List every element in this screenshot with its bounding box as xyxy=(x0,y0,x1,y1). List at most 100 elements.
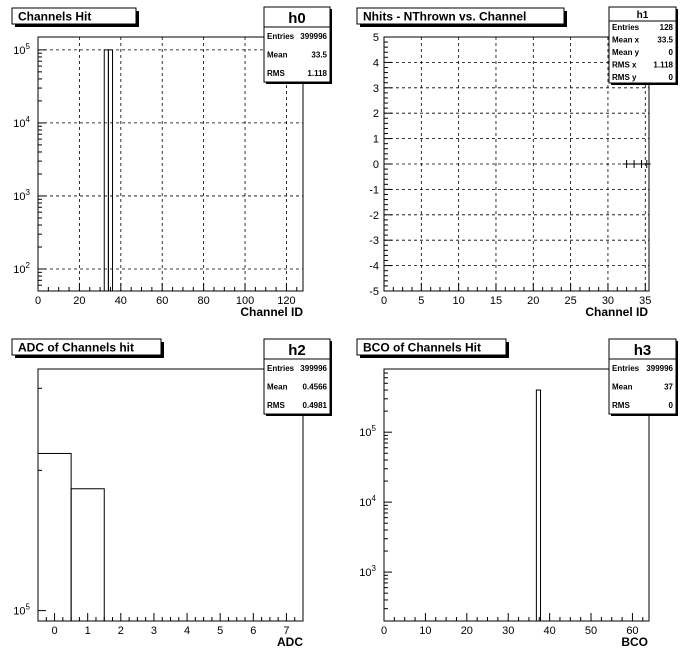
stats-value: 1.118 xyxy=(307,69,327,78)
chart-title: BCO of Channels Hit xyxy=(363,341,481,355)
stats-label: RMS xyxy=(267,69,285,78)
x-tick-label: 20 xyxy=(73,295,85,307)
x-tick-label: 7 xyxy=(283,625,289,637)
x-axis-label: BCO xyxy=(621,635,648,649)
grid xyxy=(384,37,649,291)
y-tick-label: 5 xyxy=(373,32,379,44)
y-axis-ticks xyxy=(384,36,392,292)
y-tick-label: 2 xyxy=(373,108,379,120)
histogram-bin-0 xyxy=(37,452,72,622)
stats-box xyxy=(263,338,331,415)
x-tick-label: 20 xyxy=(527,295,539,307)
y-tick-label: -4 xyxy=(369,261,379,273)
x-tick-label: 4 xyxy=(184,625,190,637)
x-tick-label: 5 xyxy=(217,625,223,637)
x-tick-label: 60 xyxy=(156,295,168,307)
plot-frame xyxy=(383,368,650,622)
stats-label: Entries xyxy=(267,32,295,41)
stats-label: RMS x xyxy=(612,60,637,69)
histogram-bin-1 xyxy=(70,488,105,622)
y-axis-ticks xyxy=(38,49,46,292)
x-tick-label: 0 xyxy=(381,295,387,307)
x-tick-label: 80 xyxy=(198,295,210,307)
y-tick-label: 105 xyxy=(359,424,376,439)
histogram-bin-0 xyxy=(535,389,542,622)
stats-value: 399996 xyxy=(300,364,327,373)
x-tick-label: 10 xyxy=(419,625,431,637)
stats-box xyxy=(263,6,331,83)
stats-value: 0 xyxy=(669,73,674,82)
plot-frame xyxy=(37,368,304,622)
stats-label: Entries xyxy=(612,364,640,373)
y-tick-label: -2 xyxy=(369,210,379,222)
x-axis-ticks xyxy=(383,283,646,291)
stats-value: 399996 xyxy=(646,364,673,373)
y-tick-label: 0 xyxy=(373,159,379,171)
stats-value: 0 xyxy=(669,48,674,57)
stats-value: 128 xyxy=(660,23,674,32)
title-box xyxy=(356,7,565,25)
y-tick-label: -1 xyxy=(369,184,379,196)
data-point-3 xyxy=(642,160,651,168)
y-tick-label: 104 xyxy=(359,494,376,509)
y-tick-label: 104 xyxy=(13,115,30,130)
data-point-0 xyxy=(622,160,631,168)
x-tick-label: 2 xyxy=(118,625,124,637)
x-tick-label: 20 xyxy=(461,625,473,637)
x-axis-label: ADC xyxy=(277,635,303,649)
y-tick-label: 105 xyxy=(13,603,30,618)
stats-value: 0.4981 xyxy=(303,401,328,410)
stats-name: h0 xyxy=(288,10,306,27)
grid xyxy=(38,37,303,291)
stats-name: h1 xyxy=(637,10,649,21)
stats-name: h2 xyxy=(288,342,306,359)
chart-title: Channels Hit xyxy=(18,10,91,24)
stats-box xyxy=(608,338,677,415)
stats-label: Mean xyxy=(267,51,288,60)
y-tick-label: 102 xyxy=(13,261,30,276)
stats-label: RMS xyxy=(612,401,630,410)
x-axis-ticks xyxy=(383,613,644,621)
y-axis-ticks xyxy=(384,368,392,622)
x-tick-label: 3 xyxy=(151,625,157,637)
y-tick-label: 3 xyxy=(373,83,379,95)
stats-label: RMS y xyxy=(612,73,637,82)
stats-label: Mean y xyxy=(612,48,640,57)
histogram-bin-0 xyxy=(103,49,109,292)
y-tick-label: 105 xyxy=(13,42,30,57)
stats-label: Mean x xyxy=(612,36,640,45)
x-tick-label: 0 xyxy=(381,625,387,637)
title-box xyxy=(356,338,507,356)
x-tick-label: 50 xyxy=(585,625,597,637)
stats-value: 0 xyxy=(669,401,674,410)
x-axis-label: Channel ID xyxy=(240,305,303,319)
chart-panel-3: 0 10 20 30 40 50 60 103 104 105 BCO BCO of Channels… xyxy=(356,338,678,649)
title-box xyxy=(11,7,137,25)
y-tick-label: 1 xyxy=(373,134,379,146)
chart-panel-1: 0 5 10 15 20 25 30 35 -5 -4 -3 -2 -1 0 1 2 3 4 5 Channel ID… xyxy=(356,6,678,319)
stats-label: Entries xyxy=(267,364,295,373)
x-tick-label: 6 xyxy=(250,625,256,637)
stats-box xyxy=(608,6,677,84)
x-tick-label: 15 xyxy=(490,295,502,307)
stats-label: Mean xyxy=(612,383,633,392)
x-axis-ticks xyxy=(37,613,304,621)
stats-value: 33.5 xyxy=(657,36,673,45)
stats-value: 399996 xyxy=(300,32,327,41)
x-tick-label: 0 xyxy=(35,295,41,307)
x-tick-label: 120 xyxy=(277,295,295,307)
chart-panel-0: 0 20 40 60 80 100 120 102 103 104 105 Channel ID Cha… xyxy=(11,6,332,319)
x-axis-ticks xyxy=(37,283,298,291)
x-tick-label: 30 xyxy=(502,625,514,637)
title-box xyxy=(11,338,162,356)
stats-label: Entries xyxy=(612,23,640,32)
y-tick-label: -5 xyxy=(369,286,379,298)
x-tick-label: 35 xyxy=(639,295,651,307)
x-tick-label: 25 xyxy=(564,295,576,307)
stats-value: 33.5 xyxy=(311,51,327,60)
stats-label: RMS xyxy=(267,401,285,410)
stats-value: 0.4566 xyxy=(303,383,328,392)
chart-title: Nhits - NThrown vs. Channel xyxy=(363,10,526,24)
y-tick-label: 103 xyxy=(359,564,376,579)
